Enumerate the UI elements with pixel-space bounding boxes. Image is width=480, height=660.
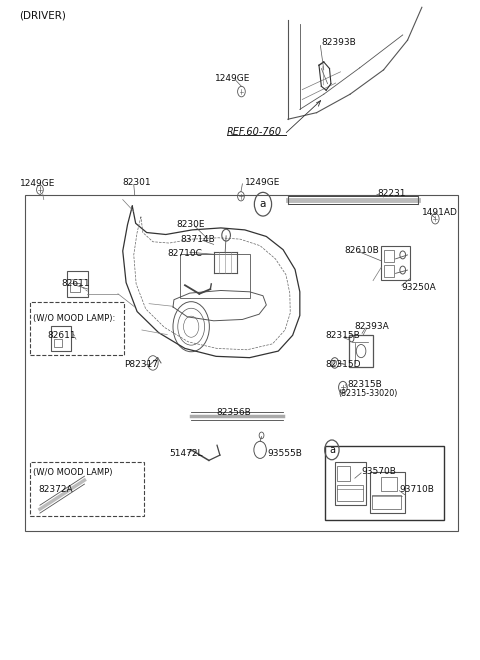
Text: a: a bbox=[329, 445, 335, 455]
Bar bbox=[51, 326, 71, 351]
Bar bbox=[372, 494, 401, 509]
Text: 1249GE: 1249GE bbox=[215, 74, 251, 83]
Text: 82610B: 82610B bbox=[344, 246, 379, 255]
Text: (W/O MOOD LAMP): (W/O MOOD LAMP) bbox=[33, 468, 113, 477]
Text: REF.60-760: REF.60-760 bbox=[227, 127, 282, 137]
Text: 1249GE: 1249GE bbox=[20, 180, 55, 188]
Text: 82301: 82301 bbox=[123, 178, 151, 187]
Text: 82231: 82231 bbox=[377, 189, 406, 197]
Text: (DRIVER): (DRIVER) bbox=[19, 10, 66, 20]
Bar bbox=[335, 462, 366, 504]
Bar bbox=[30, 302, 124, 355]
Text: 82611: 82611 bbox=[48, 331, 76, 340]
Text: a: a bbox=[260, 199, 266, 209]
Text: 82372A: 82372A bbox=[38, 485, 72, 494]
Text: 82315B: 82315B bbox=[325, 331, 360, 340]
Text: (82315-33020): (82315-33020) bbox=[338, 389, 397, 399]
Text: P82317: P82317 bbox=[124, 360, 158, 370]
Text: 82710C: 82710C bbox=[167, 249, 202, 258]
Text: 93250A: 93250A bbox=[402, 282, 436, 292]
Text: 93710B: 93710B bbox=[399, 485, 434, 494]
Text: 8230E: 8230E bbox=[177, 220, 205, 229]
Text: 1249GE: 1249GE bbox=[245, 178, 280, 187]
Bar bbox=[70, 283, 80, 292]
Text: (W/O MOOD LAMP):: (W/O MOOD LAMP): bbox=[33, 314, 116, 323]
Bar bbox=[381, 477, 396, 491]
Text: 51472L: 51472L bbox=[169, 449, 203, 458]
Bar bbox=[336, 466, 350, 482]
Text: 82356B: 82356B bbox=[216, 409, 251, 418]
Text: 1491AD: 1491AD bbox=[422, 209, 458, 217]
Text: 82315D: 82315D bbox=[325, 360, 360, 369]
Text: 82315B: 82315B bbox=[348, 380, 383, 389]
Bar bbox=[325, 446, 444, 519]
Bar bbox=[24, 195, 458, 531]
Bar bbox=[381, 246, 410, 280]
Bar bbox=[384, 249, 394, 261]
Text: 93555B: 93555B bbox=[268, 449, 302, 458]
Bar bbox=[67, 271, 88, 297]
Text: 82393B: 82393B bbox=[322, 38, 356, 48]
Bar bbox=[54, 339, 62, 347]
Bar bbox=[180, 253, 250, 298]
Bar bbox=[349, 335, 373, 367]
Bar bbox=[370, 473, 405, 513]
Bar bbox=[30, 462, 144, 515]
Bar bbox=[336, 486, 363, 501]
Bar bbox=[384, 265, 394, 277]
Text: 82611: 82611 bbox=[61, 279, 90, 288]
Text: 82393A: 82393A bbox=[355, 321, 390, 331]
Text: 83714B: 83714B bbox=[180, 235, 215, 244]
Text: 93570B: 93570B bbox=[361, 467, 396, 476]
